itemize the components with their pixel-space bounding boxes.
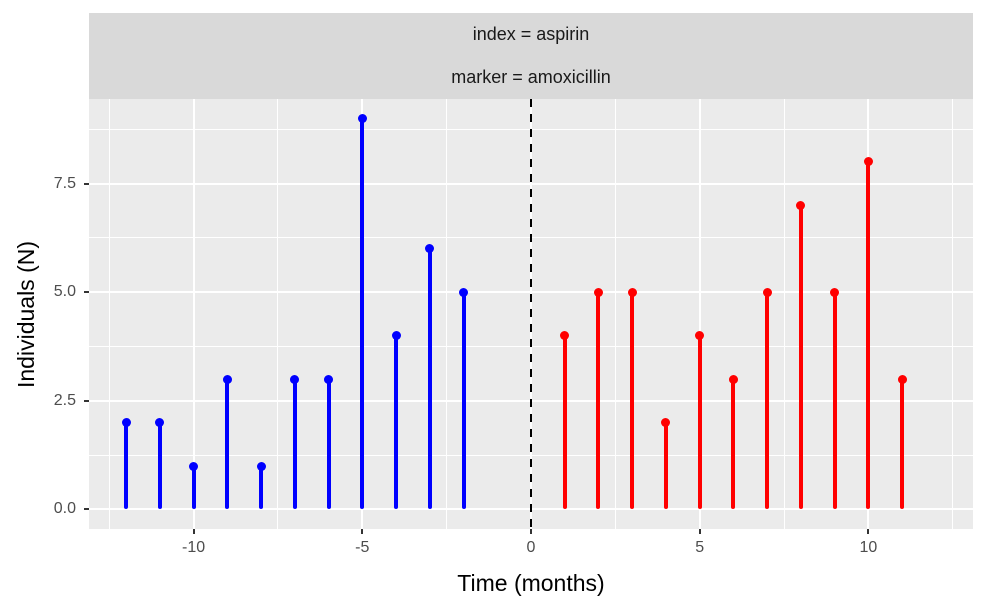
y-tick-mark	[84, 399, 89, 402]
stem	[326, 379, 331, 510]
y-tick-mark	[84, 508, 89, 511]
stem	[697, 335, 702, 510]
stem	[191, 466, 196, 510]
stem	[798, 205, 803, 510]
stem	[427, 248, 432, 510]
stem-point	[695, 331, 705, 341]
stem-point	[863, 157, 873, 167]
stem	[832, 292, 837, 510]
x-tick-mark	[361, 529, 364, 534]
x-tick-label: 10	[859, 539, 878, 556]
x-tick-mark	[192, 529, 195, 534]
y-axis-title-box: Individuals (N)	[2, 99, 50, 529]
stem-point	[324, 374, 334, 384]
stem-point	[391, 331, 401, 341]
x-tick-mark	[867, 529, 870, 534]
stem	[663, 422, 668, 510]
stem	[866, 161, 871, 510]
x-minor-gridline	[108, 99, 110, 529]
stem	[124, 422, 129, 510]
zero-reference-line	[530, 99, 532, 529]
stem-point	[256, 461, 266, 471]
y-tick-label: 7.5	[53, 174, 76, 192]
facet-strip-label-index: index = aspirin	[472, 24, 590, 44]
stem	[630, 292, 635, 510]
x-minor-gridline	[277, 99, 279, 529]
stem-point	[661, 418, 671, 428]
stem-point	[189, 461, 199, 471]
y-tick-label: 2.5	[53, 391, 76, 409]
stem-point	[728, 374, 738, 384]
stem-point	[593, 287, 603, 297]
x-tick-label: -5	[355, 539, 370, 556]
x-minor-gridline	[446, 99, 448, 529]
stem-point	[357, 114, 367, 124]
stem	[259, 466, 264, 510]
x-minor-gridline	[952, 99, 954, 529]
stem	[157, 422, 162, 510]
stem-point	[222, 374, 232, 384]
y-tick-label: 5.0	[53, 283, 76, 301]
x-tick-mark	[530, 529, 532, 534]
y-axis-title: Individuals (N)	[12, 240, 39, 388]
stem-point	[830, 287, 840, 297]
stem	[461, 292, 466, 510]
stem	[394, 335, 399, 510]
facet-strip: index = aspirin marker = amoxicillin	[89, 13, 973, 99]
x-minor-gridline	[614, 99, 616, 529]
stem	[765, 292, 770, 510]
stem	[900, 379, 905, 510]
stem-point	[121, 418, 131, 428]
x-tick-label: 0	[526, 539, 536, 556]
stem	[225, 379, 230, 510]
stem-point	[290, 374, 300, 384]
x-tick-mark	[698, 529, 701, 534]
stem	[360, 118, 365, 510]
stem	[731, 379, 736, 510]
y-tick-mark	[84, 182, 89, 185]
stem-point	[560, 331, 570, 341]
x-minor-gridline	[783, 99, 785, 529]
stem-point	[796, 200, 806, 210]
stem-point	[897, 374, 907, 384]
x-tick-label: 5	[695, 539, 705, 556]
stem	[292, 379, 297, 510]
x-major-gridline	[698, 99, 701, 529]
y-tick-label: 0.0	[53, 500, 76, 518]
x-major-gridline	[192, 99, 195, 529]
plot-panel	[89, 99, 973, 529]
facet-strip-label-marker: marker = amoxicillin	[451, 67, 611, 87]
x-axis-title: Time (months)	[457, 570, 605, 596]
stem-point	[425, 244, 435, 254]
stem-point	[459, 287, 469, 297]
stem	[562, 335, 567, 510]
y-tick-mark	[84, 291, 89, 294]
stem-point	[155, 418, 165, 428]
stem	[596, 292, 601, 510]
x-tick-label: -10	[182, 539, 206, 556]
stem-point	[762, 287, 772, 297]
stem-point	[627, 287, 637, 297]
